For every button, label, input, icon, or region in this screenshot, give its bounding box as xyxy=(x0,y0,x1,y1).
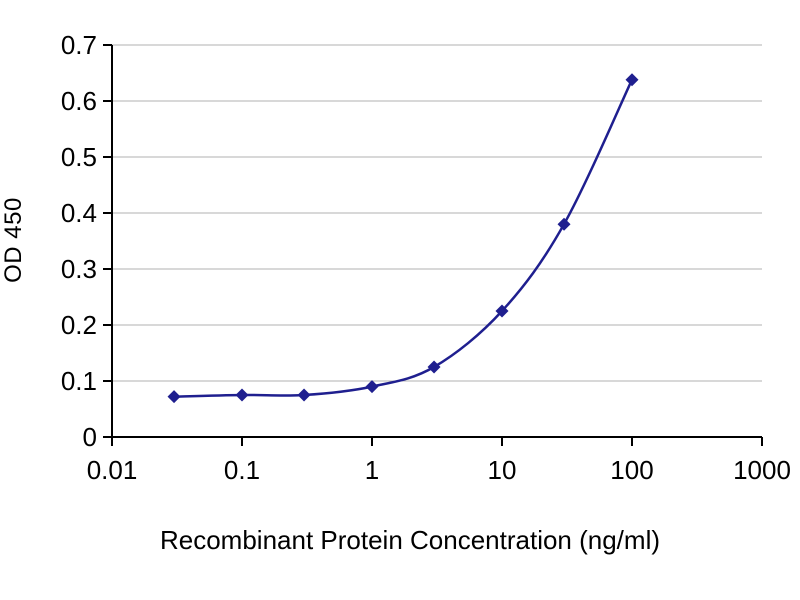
y-tick-label: 0.5 xyxy=(61,142,97,172)
x-tick-label: 0.01 xyxy=(87,455,138,485)
data-point-marker xyxy=(625,73,639,87)
x-tick-label: 100 xyxy=(610,455,653,485)
x-tick-label: 1 xyxy=(365,455,379,485)
y-tick-label: 0.4 xyxy=(61,198,97,228)
y-tick-label: 0 xyxy=(83,422,97,452)
y-tick-label: 0.6 xyxy=(61,86,97,116)
x-tick-label: 0.1 xyxy=(224,455,260,485)
x-tick-label: 1000 xyxy=(733,455,791,485)
x-axis-title: Recombinant Protein Concentration (ng/ml… xyxy=(159,525,661,555)
data-point-marker xyxy=(427,360,441,374)
data-point-marker xyxy=(365,380,379,394)
series-line xyxy=(172,78,634,398)
data-point-marker xyxy=(557,217,571,231)
y-tick-label: 0.7 xyxy=(61,30,97,60)
data-point-marker xyxy=(235,388,249,402)
data-point-marker xyxy=(167,390,181,404)
y-tick-label: 0.1 xyxy=(61,366,97,396)
data-point-marker xyxy=(495,304,509,318)
data-point-marker xyxy=(297,388,311,402)
y-tick-label: 0.2 xyxy=(61,310,97,340)
y-tick-label: 0.3 xyxy=(61,254,97,284)
x-tick-label: 10 xyxy=(488,455,517,485)
